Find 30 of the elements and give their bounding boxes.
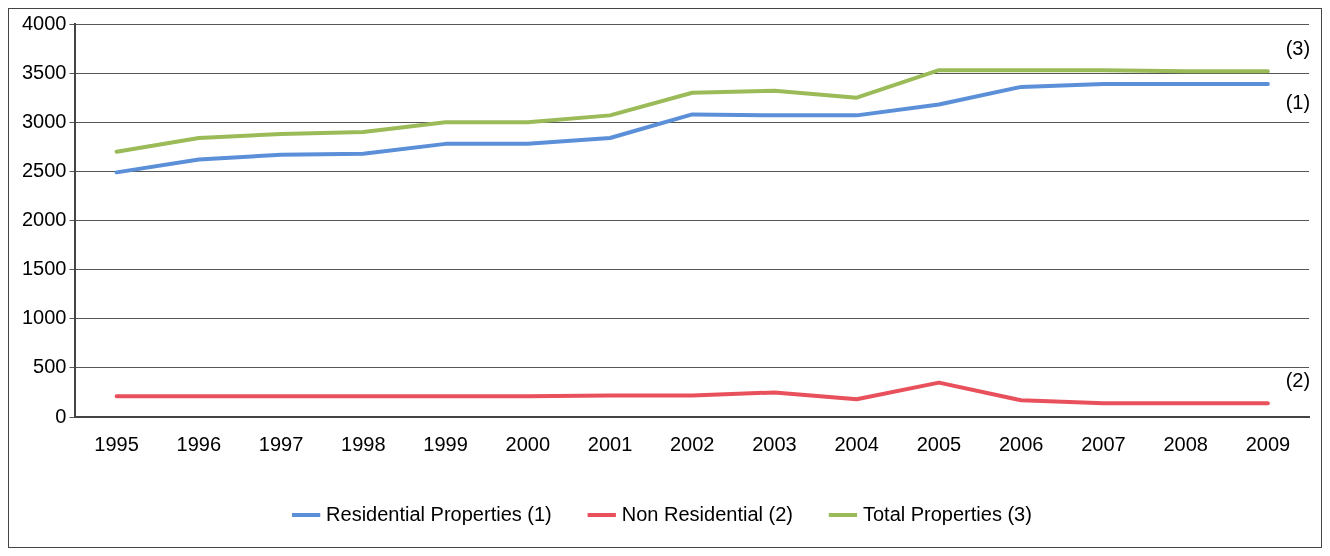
- x-tick-label: 2009: [1245, 432, 1291, 455]
- x-tick-label: 2008: [1163, 432, 1208, 455]
- x-tick-label: 2001: [587, 432, 633, 455]
- y-tick-label: 2500: [21, 158, 67, 181]
- annotation: (1): [1285, 91, 1311, 114]
- annotation: (2): [1285, 368, 1311, 391]
- x-tick-label: 2005: [916, 432, 962, 455]
- y-tick-label: 4000: [21, 11, 67, 34]
- x-tick-label: 2006: [998, 432, 1044, 455]
- y-tick-label: 3500: [21, 60, 67, 83]
- annotation: (3): [1285, 36, 1311, 59]
- legend-label: Non Residential (2): [621, 502, 793, 525]
- y-tick-label: 500: [33, 355, 67, 378]
- x-tick-label: 2003: [752, 432, 797, 455]
- x-tick-label: 1999: [423, 432, 468, 455]
- x-tick-label: 1997: [258, 432, 304, 455]
- legend-label: Residential Properties (1): [326, 502, 552, 525]
- x-tick-label: 2002: [670, 432, 715, 455]
- x-tick-label: 2007: [1081, 432, 1126, 455]
- y-tick-label: 2000: [21, 208, 67, 231]
- x-tick-label: 1998: [341, 432, 386, 455]
- y-tick-label: 1000: [21, 306, 67, 329]
- y-tick-label: 3000: [21, 109, 67, 132]
- x-tick-label: 2004: [834, 432, 879, 455]
- x-tick-label: 1995: [94, 432, 139, 455]
- y-tick-label: 0: [55, 404, 67, 427]
- y-tick-label: 1500: [21, 257, 67, 280]
- x-tick-label: 1996: [176, 432, 222, 455]
- legend-label: Total Properties (3): [862, 502, 1032, 525]
- x-tick-label: 2000: [505, 432, 551, 455]
